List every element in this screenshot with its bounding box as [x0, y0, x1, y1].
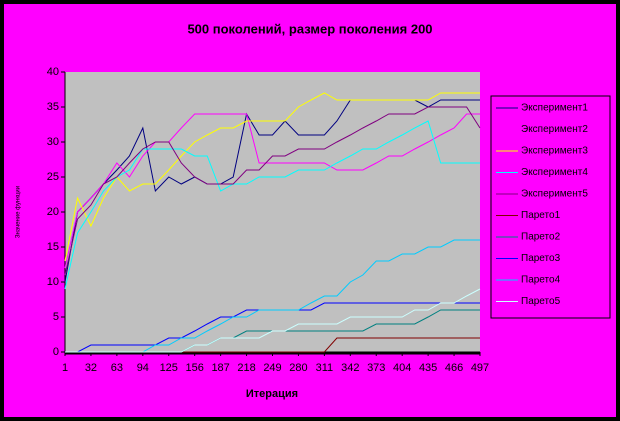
legend-label: Эксперимент1: [521, 103, 588, 114]
legend-label: Парето4: [521, 275, 561, 286]
x-tick-label: 249: [263, 362, 281, 374]
y-tick-label: 10: [47, 276, 59, 288]
x-axis-title: Итерация: [246, 388, 298, 400]
legend-label: Эксперимент2: [521, 124, 588, 135]
y-tick-label: 25: [47, 171, 59, 183]
series-line: [64, 92, 480, 262]
x-tick-label: 94: [137, 362, 149, 374]
x-tick-label: 156: [186, 362, 204, 374]
y-tick-label: 0: [53, 346, 59, 358]
x-tick-label: 466: [445, 362, 463, 374]
x-tick-label: 404: [393, 362, 411, 374]
chart-title: 500 поколений, размер поколения 200: [187, 21, 432, 36]
x-tick-label: 187: [211, 362, 229, 374]
y-tick-label: 40: [47, 66, 59, 78]
y-tick-label: 15: [47, 241, 59, 253]
legend-label: Парето3: [521, 253, 561, 264]
x-tick-label: 32: [85, 362, 97, 374]
x-tick-label: 1: [62, 362, 68, 374]
plot-area: [65, 72, 480, 352]
series-line: [64, 120, 480, 290]
legend-label: Парето5: [521, 296, 561, 307]
x-tick-label: 280: [289, 362, 307, 374]
series-line: [64, 106, 481, 276]
y-axis-title: Значение функции: [16, 186, 22, 238]
x-tick-label: 63: [111, 362, 123, 374]
y-tick-label: 35: [47, 101, 59, 113]
legend-label: Эксперимент3: [521, 146, 588, 157]
x-tick-label: 373: [367, 362, 385, 374]
x-tick-label: 342: [341, 362, 359, 374]
legend-label: Парето1: [521, 210, 561, 221]
legend-label: Эксперимент4: [521, 167, 588, 178]
y-tick-label: 30: [47, 136, 59, 148]
series-line: [65, 288, 481, 353]
x-tick-label: 311: [316, 362, 334, 374]
x-tick-label: 435: [419, 362, 437, 374]
legend-label: Эксперимент5: [521, 189, 588, 200]
x-tick-label: 218: [237, 362, 255, 374]
legend-box: [490, 95, 611, 319]
x-tick-label: 497: [471, 362, 489, 374]
y-tick-label: 5: [53, 311, 59, 323]
y-tick-label: 20: [47, 206, 59, 218]
series-line: [64, 113, 480, 269]
legend-label: Парето2: [521, 232, 561, 243]
x-tick-label: 125: [160, 362, 178, 374]
